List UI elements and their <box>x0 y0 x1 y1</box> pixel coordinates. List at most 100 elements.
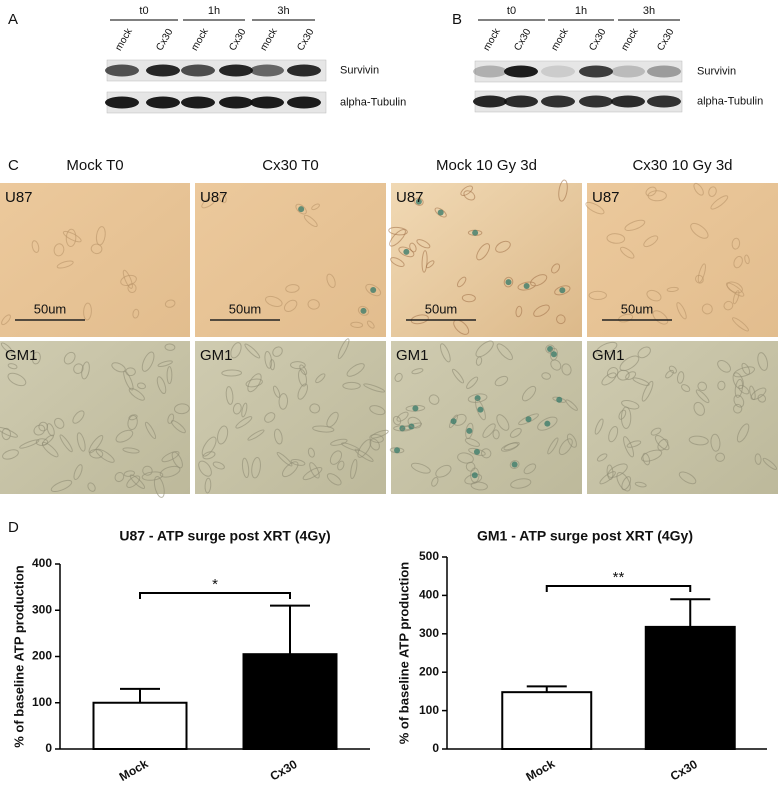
stained-cell <box>415 198 422 205</box>
cell-line-label: GM1 <box>396 347 429 364</box>
blot-band <box>647 65 681 78</box>
cell <box>87 482 96 492</box>
stained-cell <box>450 418 457 425</box>
cell <box>127 415 138 431</box>
cell <box>342 381 361 390</box>
cell <box>65 228 77 248</box>
blot-band <box>181 96 215 109</box>
cell <box>247 429 265 441</box>
cell <box>217 425 229 445</box>
cell <box>264 412 276 423</box>
cell <box>90 243 103 255</box>
cell <box>431 476 439 487</box>
lane-label: mock <box>549 26 571 53</box>
cell <box>456 276 467 288</box>
cell <box>31 351 41 365</box>
cell <box>398 246 415 258</box>
cell <box>566 433 577 448</box>
panel-label: A <box>8 11 18 28</box>
cell <box>461 293 476 303</box>
cell <box>212 461 225 470</box>
timepoint-label: t0 <box>139 5 148 17</box>
cell <box>388 226 408 236</box>
cell <box>241 402 248 418</box>
cell <box>350 459 358 480</box>
stained-cell <box>525 416 532 423</box>
stained-cell <box>466 427 473 434</box>
stained-cell <box>477 406 484 413</box>
cell <box>757 352 769 371</box>
lane-label: mock <box>189 26 211 53</box>
cell <box>141 351 155 372</box>
cell <box>126 475 141 488</box>
cell <box>111 362 126 373</box>
cell <box>688 435 709 446</box>
cell <box>676 302 687 320</box>
cell <box>369 433 384 443</box>
cell <box>736 423 750 443</box>
cell <box>666 286 679 293</box>
cell <box>596 341 618 355</box>
stained-cell <box>437 209 444 216</box>
cell <box>475 356 483 366</box>
cell <box>35 438 49 447</box>
bar <box>644 625 736 750</box>
cell <box>606 233 626 244</box>
cell <box>654 434 670 451</box>
cell <box>326 411 339 428</box>
cell <box>708 186 717 197</box>
chart-title: GM1 - ATP surge post XRT (4Gy) <box>477 528 693 544</box>
cell <box>251 457 261 479</box>
panel-label: C <box>8 157 19 174</box>
blot-band <box>181 64 215 77</box>
stained-cell <box>472 229 479 236</box>
cell <box>637 346 651 359</box>
blot-band <box>105 96 139 109</box>
cell <box>500 442 519 452</box>
cell <box>396 411 409 422</box>
cell <box>757 394 767 403</box>
cell <box>607 463 628 478</box>
cell <box>366 320 375 329</box>
cell <box>122 269 133 289</box>
cell <box>632 377 650 386</box>
cell <box>89 448 104 459</box>
cell <box>363 383 386 393</box>
cell <box>503 276 514 288</box>
cell <box>510 478 532 489</box>
panel-label: B <box>452 11 462 28</box>
stained-cell <box>511 461 518 468</box>
cell <box>697 263 706 283</box>
cell <box>309 403 321 414</box>
y-tick-label: 300 <box>32 602 52 616</box>
scale-bar-label: 50um <box>34 301 67 316</box>
cell <box>733 394 745 408</box>
cell <box>547 437 559 455</box>
cell <box>153 476 165 498</box>
blot-band <box>287 64 321 77</box>
cell <box>550 359 562 371</box>
y-tick-label: 100 <box>419 703 439 717</box>
cell <box>281 461 299 478</box>
cell <box>369 405 386 416</box>
blot-band <box>473 65 507 78</box>
cell <box>452 368 465 384</box>
cell <box>460 185 473 197</box>
cell <box>599 471 616 485</box>
blot-band <box>541 95 575 108</box>
cell <box>496 343 513 361</box>
cell <box>311 203 320 211</box>
cell <box>307 447 315 458</box>
blot-band <box>250 96 284 109</box>
lane-label: Cx30 <box>587 27 608 53</box>
cell <box>494 375 509 387</box>
cell <box>652 310 669 325</box>
cell <box>463 190 476 201</box>
cell <box>466 376 479 389</box>
cell <box>537 416 558 431</box>
cell <box>626 440 642 448</box>
bar <box>92 701 188 750</box>
cell <box>128 387 145 401</box>
cell <box>625 371 637 381</box>
blot-band <box>579 65 613 78</box>
